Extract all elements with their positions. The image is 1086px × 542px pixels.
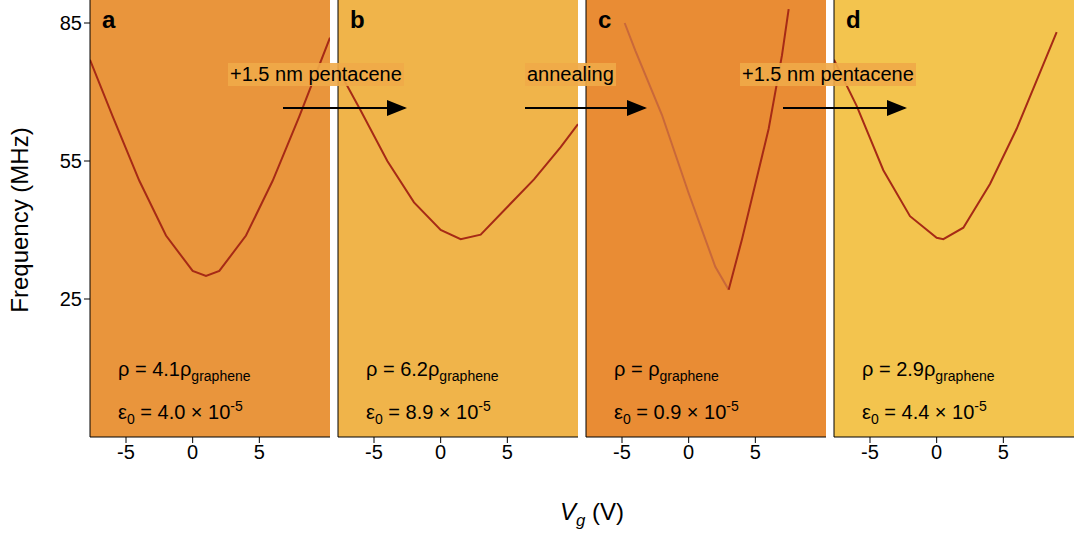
svg-text:0: 0 [435,441,446,463]
html-text:ε0= 4.4 × 10-5: ε0= 4.4 × 10-5 [862,398,987,427]
svg-text:5: 5 [254,441,265,463]
html-text:+1.5 nm pentacene: +1.5 nm pentacene [742,63,914,85]
html-text:a: a [102,6,116,33]
svg-text:85: 85 [60,12,82,34]
svg-text:-5: -5 [365,441,383,463]
html-text:ε0= 8.9 × 10-5: ε0= 8.9 × 10-5 [366,398,491,427]
html-text:b: b [350,6,365,33]
svg-text:-5: -5 [613,441,631,463]
html-text:Vg(V): Vg(V) [560,498,624,530]
svg-text:25: 25 [60,288,82,310]
html-text:ε0= 4.0 × 10-5: ε0= 4.0 × 10-5 [118,398,243,427]
svg-text:0: 0 [931,441,942,463]
html-text:ρ = ρgraphene: ρ = ρgraphene [614,358,719,384]
svg-text:5: 5 [750,441,761,463]
html-text:c: c [598,6,612,33]
html-text:d: d [846,6,861,33]
svg-text:0: 0 [187,441,198,463]
html-text:ε0= 0.9 × 10-5: ε0= 0.9 × 10-5 [614,398,739,427]
html-text:+1.5 nm pentacene: +1.5 nm pentacene [230,63,402,85]
svg-text:0: 0 [683,441,694,463]
svg-text:-5: -5 [861,441,879,463]
html-text:ρ = 6.2ρgraphene: ρ = 6.2ρgraphene [366,358,499,384]
svg-text:5: 5 [502,441,513,463]
svg-text:5: 5 [998,441,1009,463]
html-text:annealing: annealing [527,63,614,85]
html-text:ρ = 2.9ρgraphene: ρ = 2.9ρgraphene [862,358,995,384]
svg-text:-5: -5 [117,441,135,463]
html-text:Frequency (MHz): Frequency (MHz) [6,127,33,313]
html-text:ρ = 4.1ρgraphene: ρ = 4.1ρgraphene [118,358,251,384]
svg-text:55: 55 [60,150,82,172]
